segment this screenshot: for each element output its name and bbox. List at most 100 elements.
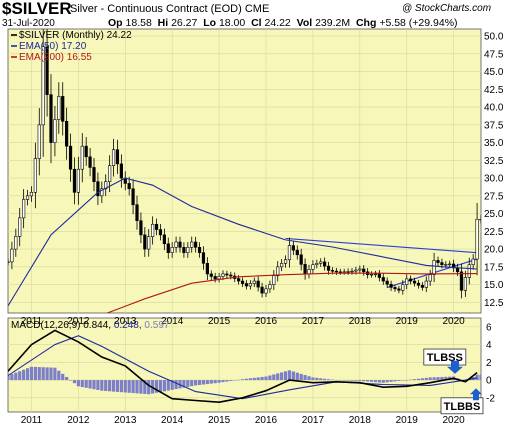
- macd-legend-item: MACD(12,26,9): [11, 320, 80, 331]
- macd-histogram-bar: [385, 380, 389, 383]
- candle-body: [115, 149, 120, 165]
- macd-histogram-bar: [209, 380, 213, 384]
- macd-histogram-bar: [401, 380, 405, 381]
- price-tick-label: 32.5: [484, 156, 504, 167]
- macd-histogram-bar: [201, 380, 206, 385]
- macd-histogram-bar: [319, 378, 323, 381]
- macd-legend-item: 0.248,: [111, 320, 142, 331]
- candle-body: [362, 268, 366, 273]
- macd-histogram-bar: [127, 380, 131, 393]
- candle-body: [256, 280, 260, 288]
- macd-histogram-bar: [342, 380, 346, 381]
- candle-body: [381, 277, 385, 282]
- macd-histogram-bar: [475, 374, 479, 381]
- legend-entry: EMA(50) 17.20: [19, 41, 87, 52]
- macd-histogram-bar: [217, 380, 221, 383]
- candle-body: [217, 276, 221, 280]
- macd-tick-label: 6: [486, 322, 492, 333]
- macd-histogram-bar: [84, 380, 88, 388]
- price-year-label: 2016: [255, 316, 278, 327]
- price-tick-label: 35.0: [484, 138, 504, 149]
- candle-body: [319, 261, 323, 264]
- macd-histogram-bar: [49, 367, 53, 381]
- candle-body: [252, 280, 256, 284]
- macd-histogram-bar: [53, 367, 57, 381]
- price-year-label: 2013: [114, 316, 137, 327]
- candle-body: [432, 260, 436, 275]
- candle-body: [174, 241, 178, 248]
- candle-body: [182, 247, 186, 253]
- macd-histogram-bar: [358, 380, 362, 381]
- macd-histogram-bar: [240, 379, 245, 381]
- macd-year-label: 2014: [161, 415, 184, 426]
- candle-body: [229, 274, 233, 277]
- candle-body: [92, 167, 96, 182]
- candle-body: [311, 264, 315, 270]
- macd-histogram-bar: [233, 380, 237, 381]
- candle-body: [409, 278, 413, 282]
- candle-body: [248, 283, 252, 287]
- trendline: [285, 237, 478, 254]
- candle-body: [338, 271, 342, 273]
- candle-body: [53, 119, 57, 143]
- macd-histogram-bar: [154, 380, 159, 393]
- macd-histogram-bar: [346, 380, 350, 381]
- macd-histogram-bar: [479, 374, 481, 381]
- macd-histogram-bar: [123, 380, 127, 393]
- macd-histogram-bar: [190, 380, 194, 387]
- candle-body: [272, 275, 276, 285]
- candle-body: [237, 278, 241, 282]
- macd-series: [8, 329, 481, 404]
- open-value: 18.58: [125, 17, 152, 29]
- candle-body: [299, 254, 303, 265]
- macd-histogram-bar: [96, 380, 100, 390]
- price-candles: [8, 29, 481, 299]
- macd-histogram-bar: [299, 373, 303, 381]
- candle-body: [8, 261, 10, 263]
- price-year-label: 2012: [67, 316, 90, 327]
- macd-histogram-bar: [22, 369, 26, 381]
- candle-body: [221, 273, 225, 277]
- vol-value: 239.2M: [315, 17, 351, 29]
- price-tick-label: 30.0: [484, 174, 504, 185]
- macd-histogram-bar: [88, 380, 92, 389]
- candle-body: [18, 217, 22, 237]
- price-tick-label: 40.0: [484, 103, 504, 114]
- stockcharts-credit: @ StockCharts.com: [402, 3, 492, 14]
- candle-body: [147, 236, 151, 250]
- macd-tick-label: 0: [486, 376, 492, 387]
- macd-histogram-bar: [393, 380, 397, 382]
- candle-body: [240, 280, 245, 284]
- candle-body: [405, 278, 409, 285]
- candle-body: [467, 264, 471, 278]
- candle-body: [72, 168, 77, 193]
- macd-histogram-bar: [197, 380, 202, 385]
- macd-histogram-bar: [174, 380, 178, 390]
- macd-histogram-bar: [276, 373, 280, 381]
- candle-body: [280, 262, 284, 268]
- macd-histogram-bar: [373, 380, 378, 383]
- candle-body: [330, 270, 335, 272]
- high-value: 26.27: [171, 17, 198, 29]
- candle-body: [350, 270, 354, 273]
- candle-body: [100, 188, 104, 197]
- candle-body: [209, 273, 213, 277]
- candle-body: [162, 234, 166, 245]
- macd-histogram-bar: [119, 380, 123, 393]
- macd-histogram-bar: [205, 380, 209, 385]
- trendlines: [285, 237, 478, 288]
- macd-histogram-bar: [381, 380, 385, 383]
- macd-histogram-bar: [307, 376, 311, 381]
- candle-body: [127, 183, 131, 190]
- macd-histogram-bar: [104, 380, 108, 392]
- annotation-box: [440, 397, 484, 415]
- macd-year-label: 2020: [443, 415, 466, 426]
- candle-body: [135, 204, 139, 222]
- candle-body: [397, 288, 401, 291]
- chart-symbol: $SILVER: [2, 0, 72, 18]
- macd-histogram-bar: [131, 380, 135, 394]
- contract-label: Silver - Continuous Contract (EOD): [70, 3, 242, 15]
- macd-histogram-bar: [100, 380, 104, 391]
